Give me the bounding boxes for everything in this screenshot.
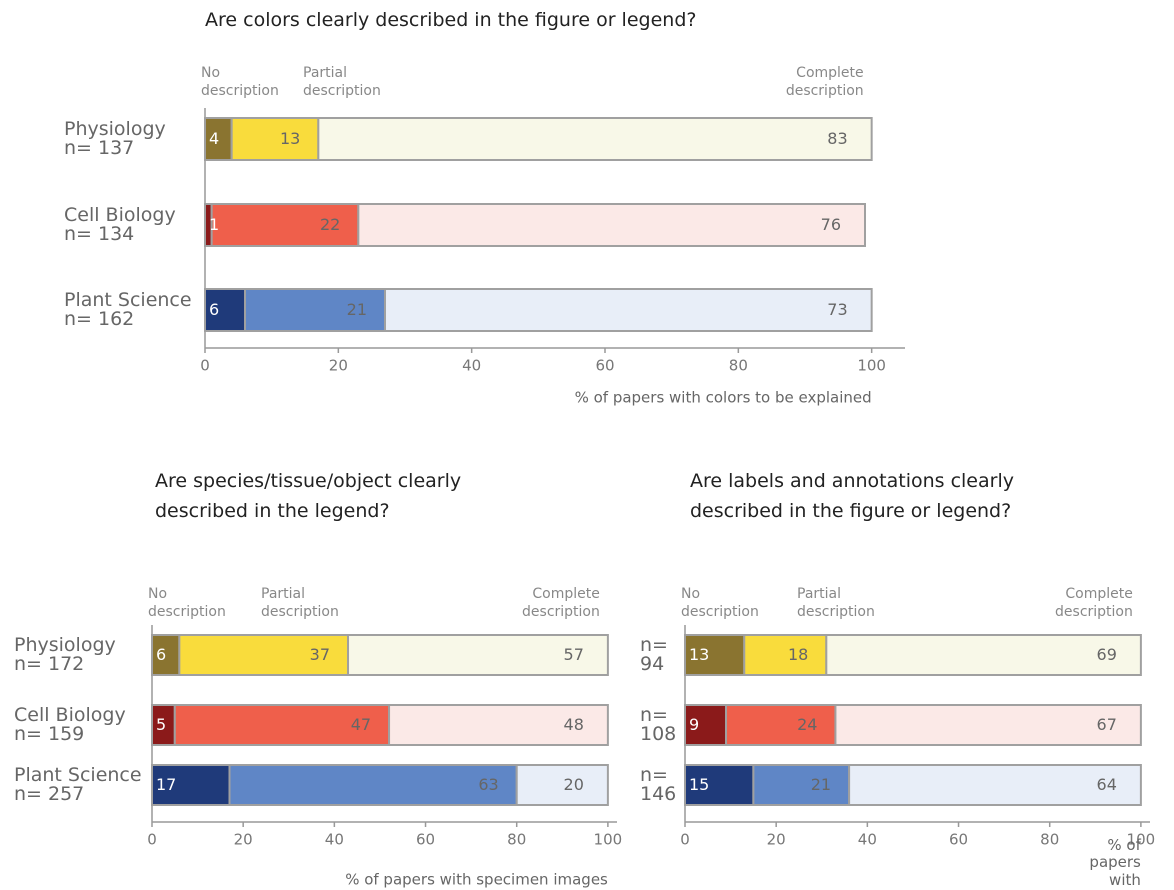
bar-segment [230, 117, 320, 161]
bar-segment [684, 634, 746, 676]
value-label: 6 [209, 299, 220, 319]
legend-label: No description [681, 586, 759, 620]
value-label: 63 [478, 774, 499, 794]
category-label: n= 94 [640, 634, 668, 675]
bar-segment [825, 634, 1142, 676]
value-label: 22 [319, 214, 341, 234]
value-label: 21 [346, 299, 367, 319]
x-tick-label: 40 [324, 830, 344, 849]
legend-label: No description [201, 65, 279, 99]
x-tick-label: 0 [147, 830, 157, 849]
value-label: 47 [350, 714, 372, 734]
x-tick-label: 100 [1126, 830, 1156, 849]
bar-segment [388, 704, 609, 746]
x-tick-label: 80 [507, 830, 527, 849]
x-tick-label: 0 [200, 356, 210, 375]
value-label: 48 [563, 714, 584, 734]
value-label: 73 [827, 299, 848, 319]
x-tick-label: 20 [328, 356, 348, 375]
category-label: n= 108 [640, 704, 677, 745]
x-axis-label: % of papers with colors to be explained [574, 388, 872, 407]
bar-segment [204, 117, 233, 161]
category-label: Plant Science n= 257 [14, 764, 142, 805]
category-label: Plant Science n= 162 [64, 289, 192, 330]
value-label: 64 [1096, 774, 1117, 794]
value-label: 17 [156, 774, 177, 794]
legend-label: Complete description [785, 65, 864, 99]
legend-label: No description [148, 586, 226, 620]
legend-label: Partial description [797, 586, 875, 620]
bar-segment [173, 704, 391, 746]
value-label: 4 [209, 128, 220, 148]
value-label: 13 [279, 128, 301, 148]
value-label: 67 [1096, 714, 1117, 734]
x-tick-label: 60 [415, 830, 436, 849]
x-tick-label: 100 [593, 830, 623, 849]
value-label: 18 [787, 644, 809, 664]
value-label: 83 [827, 128, 848, 148]
legend-label: Partial description [303, 65, 381, 99]
x-axis-label: % of papers with specimen images [345, 870, 608, 889]
x-tick-label: 100 [857, 356, 886, 375]
value-label: 24 [797, 714, 818, 734]
legend-label: Partial description [261, 586, 339, 620]
category-label: Cell Biology n= 134 [64, 204, 176, 245]
category-label: n= 146 [640, 764, 677, 805]
x-tick-label: 80 [728, 356, 748, 375]
legend-label: Complete description [522, 586, 600, 620]
bar-segment [384, 288, 873, 332]
x-tick-label: 60 [948, 830, 969, 849]
x-tick-label: 60 [595, 356, 615, 375]
value-label: 57 [563, 644, 584, 664]
bar-segment [834, 704, 1142, 746]
x-tick-label: 80 [1040, 830, 1060, 849]
x-axis-label: % of papers with labelled images [1082, 835, 1141, 890]
chart-title: Are colors clearly described in the figu… [205, 9, 697, 31]
bar-segment [357, 203, 866, 247]
category-label: Physiology n= 137 [64, 118, 166, 159]
bar-segment [752, 764, 851, 806]
x-tick-label: 40 [462, 356, 482, 375]
value-label: 9 [689, 714, 700, 734]
chart-title: Are labels and annotations clearly descr… [690, 470, 1014, 522]
value-label: 37 [309, 644, 331, 664]
value-label: 1 [209, 214, 220, 234]
value-label: 6 [156, 644, 167, 664]
value-label: 20 [563, 774, 584, 794]
category-label: Cell Biology n= 159 [14, 704, 126, 745]
x-tick-label: 20 [766, 830, 786, 849]
bar-segment [743, 634, 828, 676]
legend-label: Complete description [1055, 586, 1133, 620]
x-tick-label: 20 [233, 830, 253, 849]
bar-segment [228, 764, 518, 806]
bar-segment [347, 634, 609, 676]
value-label: 76 [820, 214, 841, 234]
chart-title: Are species/tissue/object clearly descri… [155, 470, 462, 522]
x-tick-label: 40 [857, 830, 877, 849]
value-label: 69 [1096, 644, 1117, 664]
x-tick-label: 0 [680, 830, 690, 849]
value-label: 5 [156, 714, 167, 734]
value-label: 13 [689, 644, 710, 664]
bar-segment [725, 704, 837, 746]
bar-segment [515, 764, 609, 806]
bar-segment [317, 117, 873, 161]
bar-segment [848, 764, 1142, 806]
value-label: 15 [689, 774, 710, 794]
bar-segment [684, 704, 728, 746]
category-label: Physiology n= 172 [14, 634, 116, 675]
bar-segment [151, 634, 181, 676]
value-label: 21 [810, 774, 832, 794]
